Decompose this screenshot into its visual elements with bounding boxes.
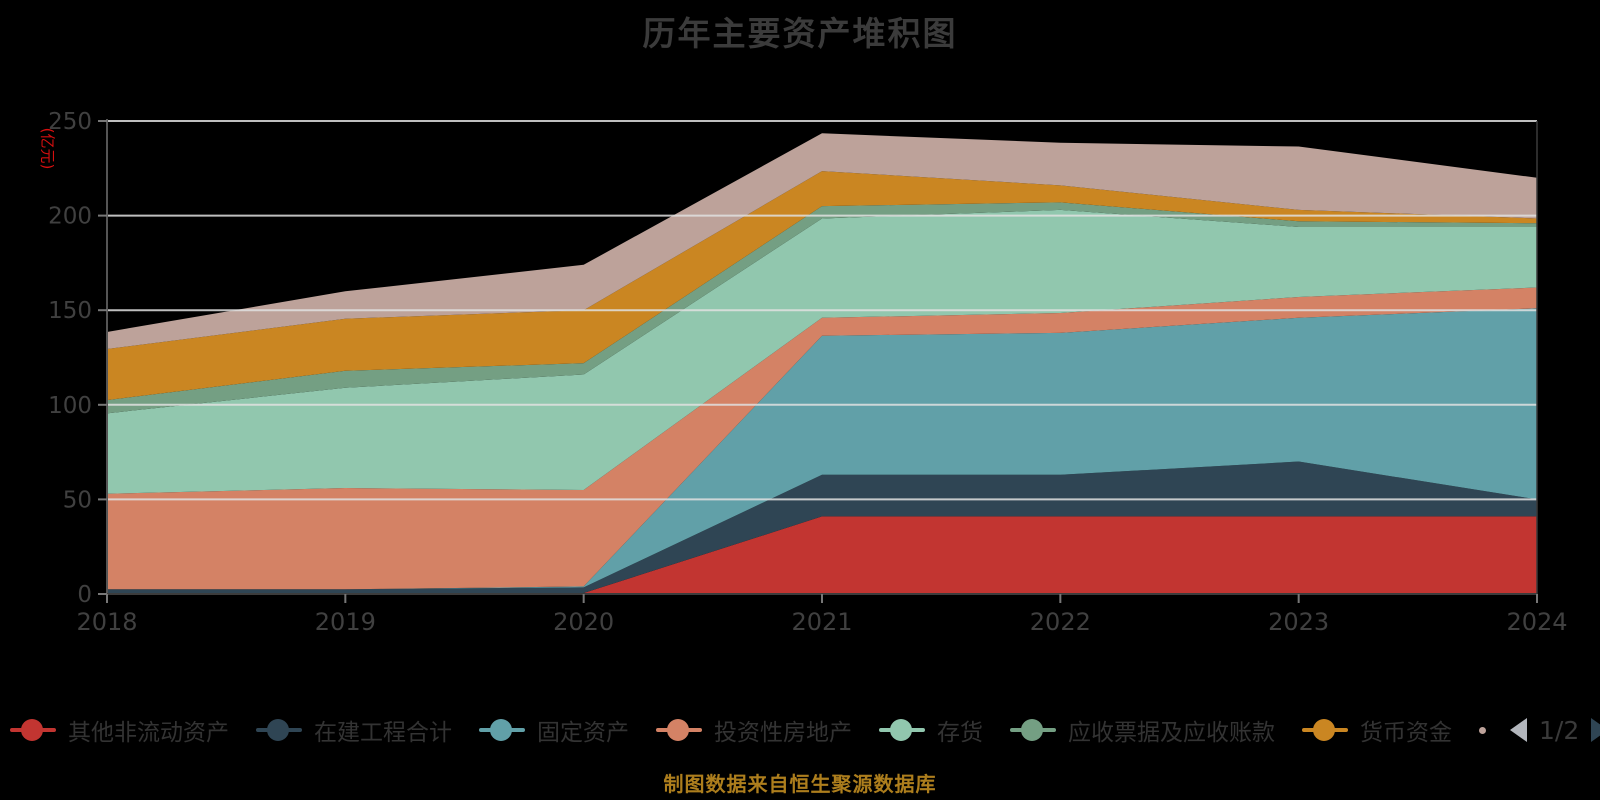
x-tick-label: 2023 bbox=[1268, 608, 1329, 636]
legend-item-construction-in-progress[interactable]: 在建工程合计 bbox=[256, 713, 452, 747]
legend-label: 固定资产 bbox=[537, 720, 629, 746]
legend-label: 应收票据及应收账款 bbox=[1068, 720, 1275, 746]
legend-marker-icon bbox=[256, 718, 302, 742]
x-tick-label: 2024 bbox=[1506, 608, 1567, 636]
legend-page-indicator: 1/2 bbox=[1539, 715, 1580, 745]
area-other-non-current-assets bbox=[107, 516, 1537, 594]
x-tick-label: 2021 bbox=[791, 608, 852, 636]
legend-label: 其他非流动资产 bbox=[68, 720, 229, 746]
data-source-caption: 制图数据来自恒生聚源数据库 bbox=[663, 772, 937, 796]
legend-label: 存货 bbox=[937, 720, 983, 746]
legend-item-investment-property[interactable]: 投资性房地产 bbox=[656, 713, 852, 747]
area-construction-in-progress bbox=[107, 461, 1537, 594]
legend-marker-icon bbox=[1302, 718, 1348, 742]
legend-pager: 1/2 bbox=[1479, 716, 1600, 745]
page-title: 历年主要资产堆积图 bbox=[642, 14, 958, 53]
y-tick-label: 200 bbox=[48, 204, 92, 230]
legend-label: 货币资金 bbox=[1360, 720, 1452, 746]
area-investment-property bbox=[107, 287, 1537, 590]
area-notes-and-accounts-receivable bbox=[107, 202, 1537, 414]
y-tick-label: 150 bbox=[48, 298, 92, 324]
y-tick-label: 0 bbox=[77, 582, 92, 608]
area-unnamed-series-page2 bbox=[107, 133, 1537, 349]
legend-marker-icon bbox=[879, 718, 925, 742]
area-fixed-assets bbox=[107, 308, 1537, 590]
legend-item-cash-and-equivalents[interactable]: 货币资金 bbox=[1302, 713, 1452, 747]
y-tick-label: 50 bbox=[63, 487, 92, 513]
y-tick-label: 250 bbox=[48, 109, 92, 135]
area-inventory bbox=[107, 209, 1537, 494]
stacked-area-chart: 0 50 100 150 200 250 2018 2019 2020 2021 2022 2023 2… bbox=[48, 109, 1567, 636]
x-tick-label: 2022 bbox=[1030, 608, 1091, 636]
legend: 其他非流动资产 在建工程合计 固定资产 投资性房地产 存货 应收票据及应收账款 货币资金 1… bbox=[10, 710, 1600, 750]
legend-marker-icon bbox=[1010, 718, 1056, 742]
legend-prev-page-arrow-icon[interactable] bbox=[1510, 718, 1527, 742]
legend-label: 投资性房地产 bbox=[714, 720, 852, 746]
legend-next-page-arrow-icon[interactable] bbox=[1591, 718, 1600, 742]
legend-marker-icon bbox=[10, 718, 56, 742]
x-tick-label: 2019 bbox=[315, 608, 376, 636]
legend-marker-icon bbox=[479, 718, 525, 742]
legend-item-notes-and-accounts-receivable[interactable]: 应收票据及应收账款 bbox=[1010, 713, 1275, 747]
legend-item-inventory[interactable]: 存货 bbox=[879, 713, 983, 747]
legend-marker-icon bbox=[656, 718, 702, 742]
next-page-legend-peek-dot bbox=[1479, 726, 1486, 734]
area-cash-and-equivalents bbox=[107, 171, 1537, 401]
y-tick-label: 100 bbox=[48, 393, 92, 419]
x-tick-label: 2020 bbox=[553, 608, 614, 636]
legend-item-fixed-assets[interactable]: 固定资产 bbox=[479, 713, 629, 747]
x-tick-label: 2018 bbox=[76, 608, 137, 636]
legend-item-other-non-current-assets[interactable]: 其他非流动资产 bbox=[10, 713, 229, 747]
legend-label: 在建工程合计 bbox=[314, 720, 452, 746]
